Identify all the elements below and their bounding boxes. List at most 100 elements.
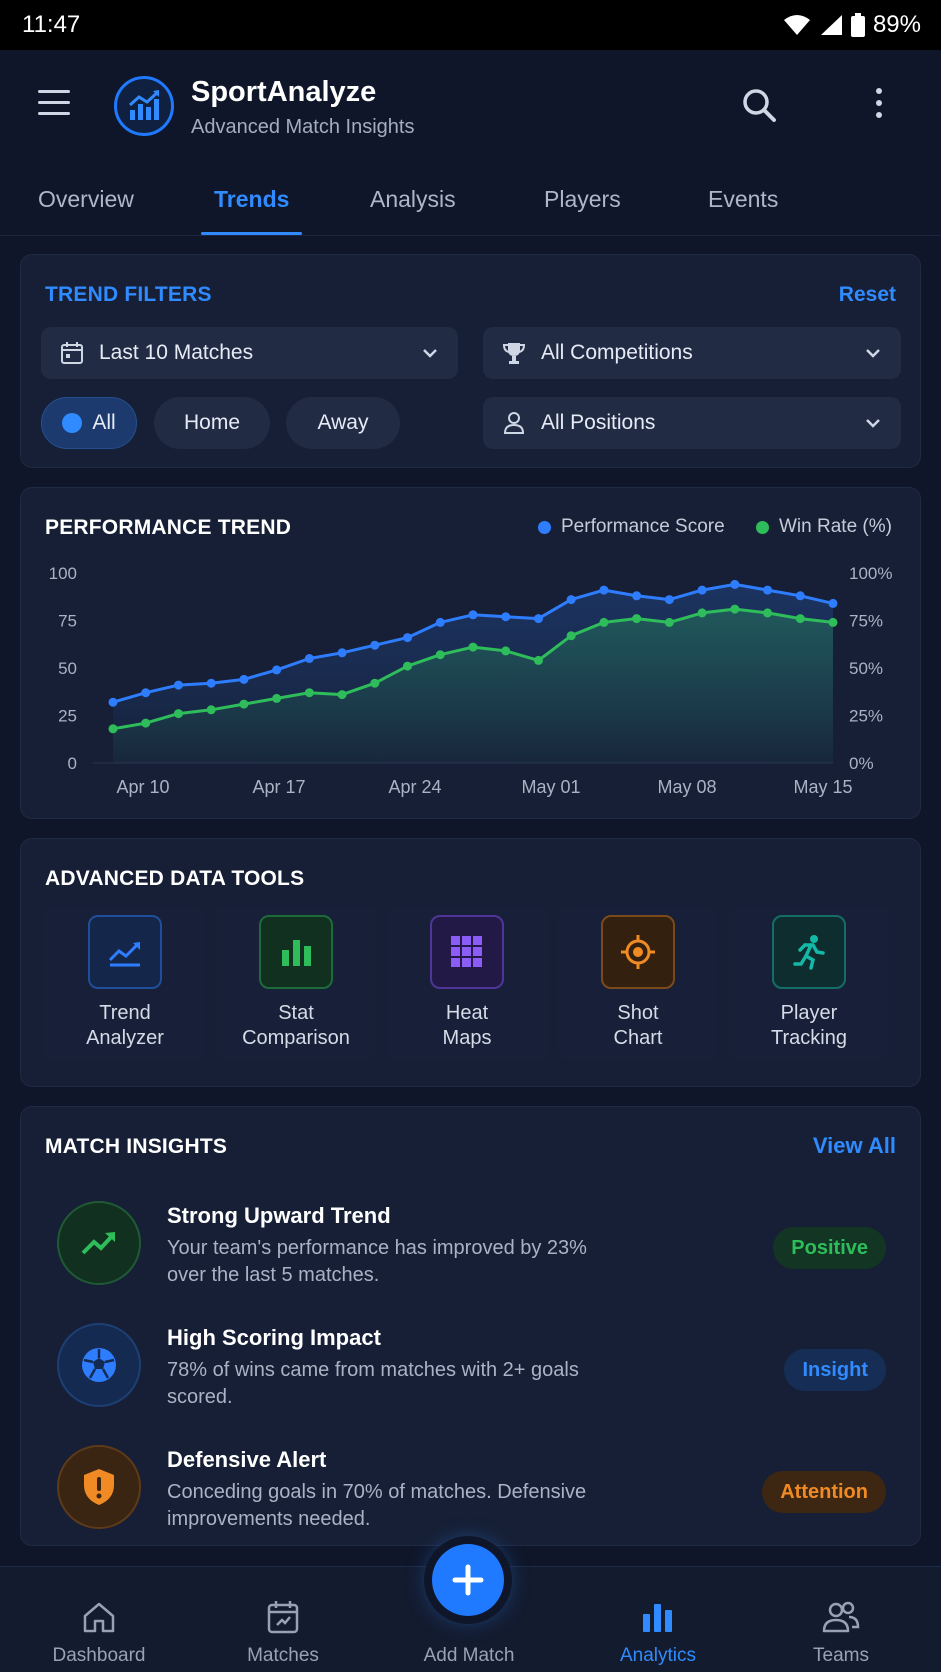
trend-filters-card: TREND FILTERS Reset Last 10 Matches All … — [20, 254, 921, 468]
analytics-logo-icon — [129, 90, 160, 120]
data-point — [664, 617, 674, 627]
data-point — [370, 678, 380, 688]
app-logo — [114, 76, 174, 136]
tool-shot-chart[interactable]: Shot Chart — [558, 907, 718, 1059]
data-point — [566, 631, 576, 641]
tool-label: Shot Chart — [613, 1002, 663, 1049]
data-point — [239, 674, 249, 684]
person-icon — [501, 410, 527, 436]
tool-heat-maps[interactable]: Heat Maps — [387, 907, 547, 1059]
position-dropdown[interactable]: All Positions — [483, 397, 901, 449]
data-point — [272, 665, 282, 675]
home-icon — [79, 1597, 119, 1637]
tool-label: Heat Maps — [442, 1002, 492, 1049]
data-point — [763, 608, 773, 618]
data-point — [403, 661, 413, 671]
data-point — [108, 724, 118, 734]
y-left-tick-label: 25 — [58, 707, 77, 726]
insight-description: Your team's performance has improved by … — [167, 1237, 587, 1286]
insight-item[interactable]: High Scoring Impact 78% of wins came fro… — [21, 1315, 922, 1425]
nav-label: Add Match — [423, 1645, 515, 1666]
data-point — [599, 585, 609, 595]
data-tools-card: ADVANCED DATA TOOLS Trend Analyzer Stat Co… — [20, 838, 921, 1087]
status-badge: Insight — [784, 1349, 886, 1391]
data-point — [730, 579, 740, 589]
tab-events[interactable]: Events — [708, 186, 779, 212]
chevron-down-icon — [866, 349, 880, 358]
position-value: All Positions — [541, 411, 656, 434]
tab-analysis[interactable]: Analysis — [370, 186, 456, 212]
competition-value: All Competitions — [541, 341, 693, 364]
period-value: Last 10 Matches — [99, 341, 254, 364]
add-match-button[interactable] — [432, 1544, 504, 1616]
tool-player-tracking[interactable]: Player Tracking — [729, 907, 889, 1059]
legend-performance-score: Performance Score — [538, 516, 725, 538]
data-point — [599, 617, 609, 627]
period-dropdown[interactable]: Last 10 Matches — [41, 327, 458, 379]
people-icon — [821, 1597, 861, 1637]
reset-button[interactable]: Reset — [838, 283, 896, 306]
y-right-tick-label: 75% — [849, 612, 883, 631]
tool-label: Player Tracking — [771, 1002, 847, 1049]
y-right-tick-label: 50% — [849, 659, 883, 678]
more-options-button[interactable] — [864, 88, 894, 128]
data-point — [697, 585, 707, 595]
running-icon — [772, 915, 846, 989]
insight-item[interactable]: Strong Upward Trend Your team's performa… — [21, 1193, 922, 1303]
data-point — [632, 614, 642, 624]
data-point — [828, 617, 838, 627]
data-point — [697, 608, 707, 618]
nav-label: Teams — [813, 1645, 869, 1666]
data-point — [272, 693, 282, 703]
tab-overview[interactable]: Overview — [38, 186, 134, 212]
data-point — [468, 642, 478, 652]
insights-title: MATCH INSIGHTS — [45, 1135, 228, 1158]
nav-add-match[interactable]: Add Match — [389, 1567, 549, 1672]
tools-title: ADVANCED DATA TOOLS — [45, 867, 305, 890]
search-button[interactable] — [740, 86, 780, 126]
insight-title: Strong Upward Trend — [167, 1203, 391, 1228]
tab-trends[interactable]: Trends — [214, 186, 290, 212]
nav-dashboard[interactable]: Dashboard — [19, 1567, 179, 1672]
data-point — [632, 591, 642, 601]
status-time: 11:47 — [22, 11, 81, 38]
calendar-icon — [59, 340, 85, 366]
x-tick-label: May 08 — [657, 777, 716, 797]
menu-button[interactable] — [38, 90, 74, 120]
wifi-icon — [783, 15, 810, 35]
trend-icon — [88, 915, 162, 989]
data-point — [730, 604, 740, 614]
legend-win-rate: Win Rate (%) — [756, 516, 892, 538]
data-point — [795, 614, 805, 624]
legend-label: Performance Score — [561, 516, 725, 537]
data-point — [206, 705, 216, 715]
filter-chip-all[interactable]: All — [41, 397, 137, 449]
data-point — [566, 595, 576, 605]
insight-item[interactable]: Defensive Alert Conceding goals in 70% o… — [21, 1437, 922, 1547]
data-point — [141, 718, 151, 728]
data-point — [173, 709, 183, 719]
tool-trend-analyzer[interactable]: Trend Analyzer — [45, 907, 205, 1059]
competition-dropdown[interactable]: All Competitions — [483, 327, 901, 379]
data-point — [304, 688, 314, 698]
nav-matches[interactable]: Matches — [203, 1567, 363, 1672]
filter-chip-home[interactable]: Home — [154, 397, 270, 449]
chip-label: Away — [317, 411, 369, 434]
tool-stat-comparison[interactable]: Stat Comparison — [216, 907, 376, 1059]
y-right-tick-label: 25% — [849, 707, 883, 726]
data-point — [795, 591, 805, 601]
soccer-ball-icon — [57, 1323, 141, 1407]
filter-chip-away[interactable]: Away — [286, 397, 400, 449]
chip-label: All — [92, 411, 116, 434]
view-all-button[interactable]: View All — [812, 1133, 896, 1158]
x-tick-label: Apr 10 — [116, 777, 169, 797]
tab-players[interactable]: Players — [544, 186, 621, 212]
app-title: SportAnalyze — [191, 76, 377, 108]
status-icons: 89% — [783, 11, 921, 39]
nav-label: Matches — [247, 1645, 319, 1666]
nav-analytics[interactable]: Analytics — [578, 1567, 738, 1672]
x-tick-label: Apr 24 — [388, 777, 441, 797]
nav-teams[interactable]: Teams — [761, 1567, 921, 1672]
series-area — [113, 609, 833, 763]
y-left-tick-label: 100 — [49, 564, 77, 583]
